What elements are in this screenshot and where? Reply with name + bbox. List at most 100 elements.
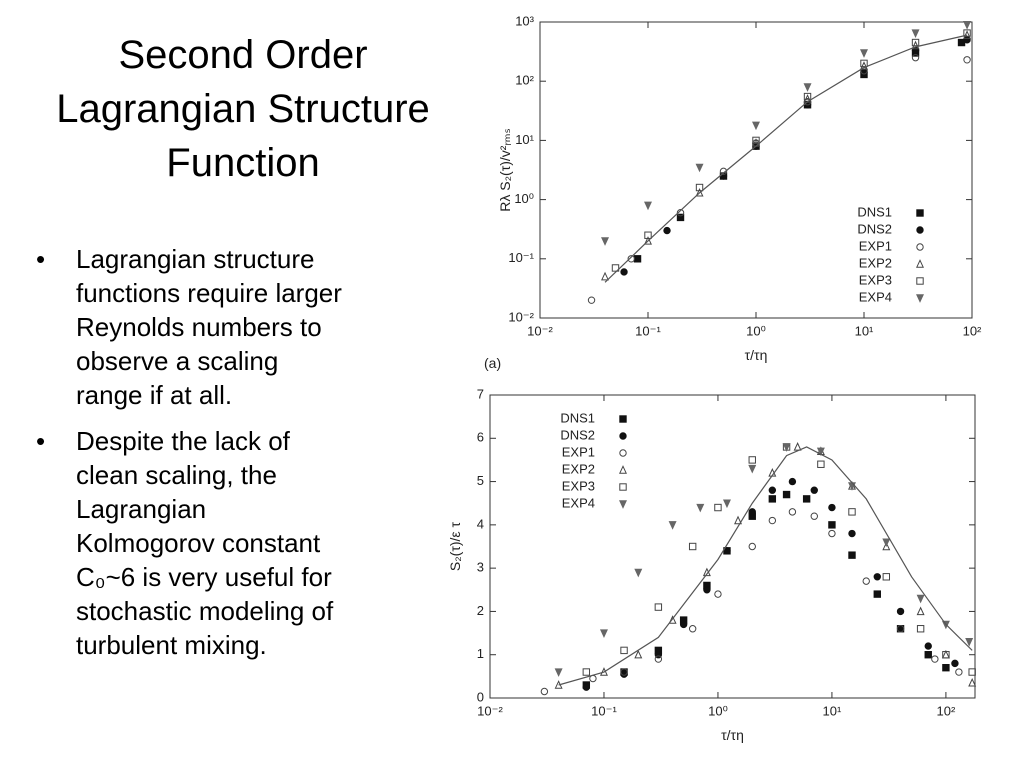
bullet-text: functions require larger [76,278,342,308]
data-point [714,503,722,512]
y-tick-label: 10² [515,73,534,88]
data-point [695,163,704,173]
data-point [803,92,812,101]
legend-label: EXP2 [562,461,595,476]
legend-marker [916,294,924,303]
data-point [719,167,728,176]
data-point [668,615,677,624]
data-point [828,521,836,529]
data-point [793,442,802,451]
legend-marker [916,243,924,251]
panel-label: (a) [484,355,501,371]
bullet-text: stochastic modeling of [76,596,334,626]
data-point [810,512,818,520]
slide-title: Lagrangian Structure [56,87,430,131]
bullet-text: range if at all. [76,380,232,410]
data-point [748,542,756,551]
legend-label: EXP2 [859,255,892,270]
y-tick-label: 10⁻² [508,309,534,324]
data-point [768,516,777,525]
data-point [911,38,920,47]
data-point [554,668,563,677]
data-point [676,213,685,222]
y-tick-label: 5 [477,473,484,488]
x-tick-label: 10⁻² [527,323,553,338]
y-tick-label: 6 [477,430,484,445]
x-axis-label: τ/τη [721,727,744,743]
x-axis-label: τ/τη [745,347,768,363]
data-point [963,29,971,37]
data-point [810,486,818,494]
legend-marker [619,465,627,474]
legend-marker [619,483,627,491]
data-point [752,136,760,145]
data-point [748,464,757,474]
data-point [963,36,971,44]
y-tick-label: 7 [477,386,484,401]
x-tick-label: 10² [963,323,982,338]
y-tick-label: 10³ [515,13,534,28]
data-point [620,268,628,276]
data-point [924,651,932,659]
data-point [634,568,643,578]
data-point [654,603,663,611]
fit-line [604,34,968,283]
bullet-text: Reynolds numbers to [76,312,322,342]
y-axis-label: S₂(τ)/ε τ [447,521,463,571]
data-point [816,447,825,457]
data-point [916,625,925,633]
data-point [942,664,950,672]
bullet-text: clean scaling, the [76,460,277,490]
data-point [911,29,920,38]
data-point [788,477,797,486]
data-point [916,606,925,616]
data-point [768,486,777,494]
data-point [941,649,950,659]
data-point [911,53,920,62]
data-point [828,529,836,538]
plot-frame [489,394,976,699]
bullet-text: Despite the lack of [76,426,291,456]
y-axis-label: Rλ S₂(τ)/v²ᵣₘₛ [497,128,513,211]
data-point [620,668,628,676]
bullet-dot: • [36,426,45,456]
legend-label: DNS1 [560,410,595,425]
legend-marker [916,209,924,217]
data-point [695,183,704,192]
data-point [734,515,743,525]
y-tick-label: 10⁰ [514,191,534,206]
data-point [611,264,620,272]
data-point [601,271,610,281]
data-point [752,121,760,131]
x-tick-label: 10⁻² [477,703,503,718]
data-point [788,508,797,516]
data-point [688,625,697,633]
data-point [676,209,685,217]
data-point [644,231,652,239]
data-point [882,573,891,581]
data-point [599,629,608,638]
legend-marker [916,226,924,234]
data-point [848,508,856,516]
data-point [817,460,825,468]
bullet-text: C₀~6 is very useful for [76,562,332,592]
bullet-text: observe a scaling [76,346,278,376]
data-point [540,687,549,696]
legend-label: DNS2 [560,427,595,442]
data-point [803,83,812,92]
data-point [896,607,905,616]
data-point [848,529,856,538]
data-point [916,594,925,604]
data-point [620,646,628,655]
legend-label: EXP3 [562,478,595,493]
data-point [955,668,963,676]
x-tick-label: 10¹ [855,323,874,338]
y-tick-label: 2 [477,603,484,618]
data-point [931,655,939,663]
data-point [599,667,608,676]
data-point [848,551,856,559]
bullet-text: Lagrangian [76,494,206,524]
data-point [748,456,756,464]
data-point [654,655,663,663]
